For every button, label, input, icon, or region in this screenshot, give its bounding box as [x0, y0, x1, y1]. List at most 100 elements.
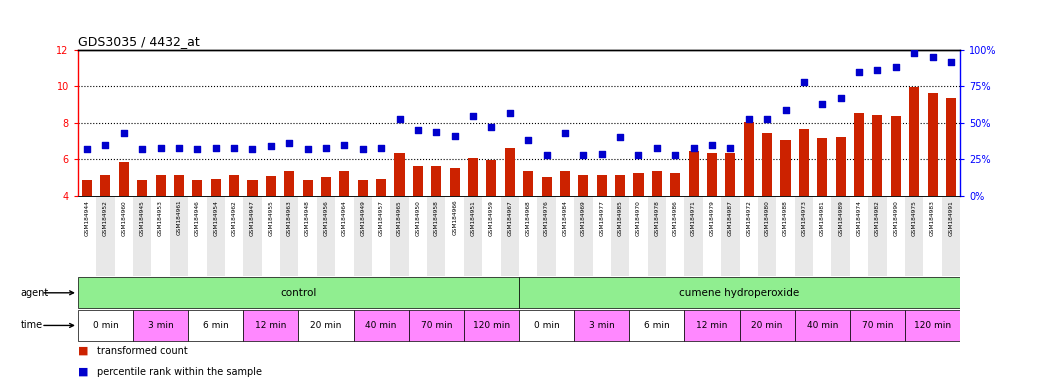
- Text: 40 min: 40 min: [807, 321, 838, 330]
- Bar: [941, 196, 960, 276]
- Bar: [629, 310, 684, 341]
- Text: GSM184953: GSM184953: [158, 200, 163, 236]
- Text: GSM184990: GSM184990: [894, 200, 898, 236]
- Bar: [78, 277, 519, 308]
- Bar: [358, 180, 367, 196]
- Bar: [666, 196, 684, 276]
- Text: 120 min: 120 min: [473, 321, 510, 330]
- Bar: [633, 173, 644, 196]
- Point: [630, 152, 647, 158]
- Bar: [688, 151, 699, 196]
- Text: ■: ■: [78, 367, 91, 377]
- Bar: [671, 173, 680, 196]
- Bar: [555, 196, 574, 276]
- Bar: [188, 310, 243, 341]
- Text: 70 min: 70 min: [862, 321, 893, 330]
- Bar: [118, 162, 129, 196]
- Bar: [487, 160, 496, 196]
- Bar: [137, 180, 147, 196]
- Bar: [758, 196, 776, 276]
- Text: 0 min: 0 min: [92, 321, 118, 330]
- Point: [226, 145, 243, 151]
- Bar: [684, 310, 739, 341]
- Bar: [114, 196, 133, 276]
- Point: [520, 137, 537, 144]
- Bar: [390, 196, 409, 276]
- Point: [869, 67, 885, 73]
- Text: GSM184958: GSM184958: [434, 200, 439, 236]
- Point: [594, 151, 610, 157]
- Text: GDS3035 / 4432_at: GDS3035 / 4432_at: [78, 35, 199, 48]
- Text: GSM184987: GSM184987: [728, 200, 733, 236]
- Text: GSM184975: GSM184975: [911, 200, 917, 236]
- Bar: [266, 176, 276, 196]
- Bar: [850, 310, 905, 341]
- Point: [391, 116, 408, 122]
- Text: agent: agent: [21, 288, 49, 298]
- Point: [777, 107, 794, 113]
- Text: GSM184947: GSM184947: [250, 200, 255, 236]
- Bar: [542, 177, 551, 196]
- Text: GSM184983: GSM184983: [930, 200, 935, 236]
- Text: 120 min: 120 min: [914, 321, 951, 330]
- Bar: [928, 93, 937, 196]
- Point: [575, 152, 592, 158]
- Bar: [538, 196, 555, 276]
- Text: GSM184979: GSM184979: [710, 200, 714, 236]
- Bar: [909, 87, 920, 196]
- Text: 20 min: 20 min: [310, 321, 342, 330]
- Text: GSM184970: GSM184970: [636, 200, 641, 236]
- Bar: [335, 196, 354, 276]
- Text: GSM184967: GSM184967: [508, 200, 513, 236]
- Bar: [299, 196, 317, 276]
- Bar: [192, 180, 202, 196]
- Bar: [519, 277, 960, 308]
- Bar: [817, 138, 827, 196]
- Bar: [886, 196, 905, 276]
- Bar: [133, 310, 188, 341]
- Point: [354, 146, 371, 152]
- Bar: [427, 196, 445, 276]
- Bar: [872, 115, 882, 196]
- Text: GSM184982: GSM184982: [875, 200, 880, 236]
- Bar: [629, 196, 648, 276]
- Text: 6 min: 6 min: [644, 321, 670, 330]
- Bar: [483, 196, 500, 276]
- Bar: [262, 196, 280, 276]
- Bar: [500, 196, 519, 276]
- Bar: [795, 310, 850, 341]
- Bar: [299, 310, 354, 341]
- Text: GSM184954: GSM184954: [213, 200, 218, 236]
- Bar: [464, 196, 483, 276]
- Point: [410, 127, 427, 133]
- Point: [115, 130, 132, 136]
- Bar: [574, 310, 629, 341]
- Text: GSM184986: GSM184986: [673, 200, 678, 236]
- Bar: [616, 175, 625, 196]
- Point: [153, 145, 169, 151]
- Bar: [413, 166, 422, 196]
- Point: [208, 145, 224, 151]
- Bar: [559, 171, 570, 196]
- Text: GSM184966: GSM184966: [453, 200, 457, 235]
- Text: GSM184977: GSM184977: [599, 200, 604, 236]
- Bar: [394, 153, 405, 196]
- Text: GSM184946: GSM184946: [195, 200, 200, 236]
- Point: [740, 116, 757, 122]
- Point: [851, 69, 868, 75]
- Bar: [593, 196, 611, 276]
- Bar: [743, 122, 754, 196]
- Bar: [284, 171, 295, 196]
- Bar: [280, 196, 299, 276]
- Text: GSM184949: GSM184949: [360, 200, 365, 236]
- Point: [98, 142, 114, 148]
- Bar: [211, 179, 221, 196]
- Point: [704, 142, 720, 148]
- Text: GSM184981: GSM184981: [820, 200, 825, 236]
- Bar: [813, 196, 831, 276]
- Text: GSM184944: GSM184944: [84, 200, 89, 236]
- Bar: [891, 116, 901, 196]
- Text: GSM184959: GSM184959: [489, 200, 494, 236]
- Bar: [317, 196, 335, 276]
- Text: 0 min: 0 min: [534, 321, 559, 330]
